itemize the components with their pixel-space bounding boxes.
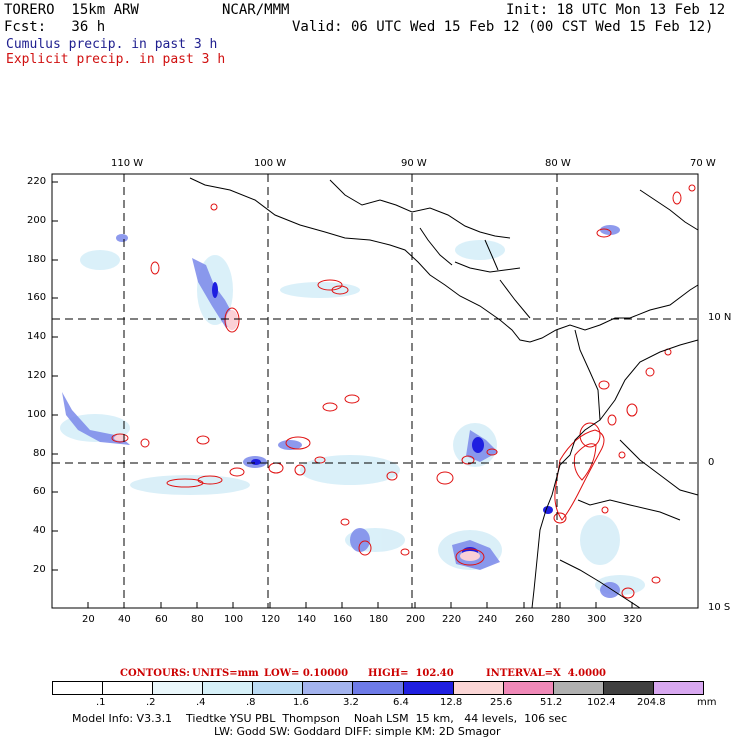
lat-label-0: 0 [708,457,715,468]
y-tick: 60 [33,486,46,497]
cumulus-precip-medium [62,225,620,598]
y-tick: 20 [33,564,46,575]
x-tick: 220 [442,614,462,625]
coastlines [189,177,699,609]
lon-label-110w: 110 W [111,158,144,169]
y-tick: 40 [33,525,46,536]
lat-label-10s: 10 S [708,602,731,613]
x-tick: 120 [261,614,281,625]
colorbar-tick-label: 204.8 [637,697,666,708]
init-time: Init: 18 UTC Mon 13 Feb 12 [506,2,726,18]
y-tick: 160 [27,292,47,303]
x-tick: 260 [515,614,535,625]
lat-label-10n: 10 N [708,312,732,323]
x-tick: 180 [369,614,389,625]
valid-time: Valid: 06 UTC Wed 15 Feb 12 (00 CST Wed … [292,19,714,35]
contours-low: LOW= 0.10000 [264,668,349,679]
y-tick: 100 [27,409,47,420]
colorbar-tick-label: 25.6 [490,697,513,708]
colorbar-swatch [203,682,254,694]
lon-label-90w: 90 W [401,158,427,169]
colorbar-tick-label: .4 [196,697,206,708]
legend-cumulus: Cumulus precip. in past 3 h [6,37,218,52]
x-tick: 140 [297,614,317,625]
x-tick: 20 [82,614,95,625]
y-tick-marks [52,181,58,571]
colorbar-swatch [553,682,604,694]
org-label: NCAR/MMM [222,2,290,18]
legend-explicit: Explicit precip. in past 3 h [6,52,226,67]
colorbar-tick-label: 12.8 [440,697,463,708]
colorbar-tick-label: 3.2 [343,697,359,708]
y-tick: 220 [27,176,47,187]
y-tick: 200 [27,215,47,226]
colorbar-tick-label: .1 [96,697,106,708]
colorbar-swatch [353,682,404,694]
colorbar-tick-label: 51.2 [540,697,563,708]
precip-colorbar [52,681,704,695]
y-tick: 180 [27,254,47,265]
colorbar-tick-label: .2 [146,697,156,708]
contours-label: CONTOURS: [120,668,190,679]
colorbar-swatch [503,682,554,694]
x-tick: 160 [333,614,353,625]
colorbar-unit: mm [697,697,717,708]
colorbar-swatch [603,682,654,694]
model-title: TORERO 15km ARW [4,2,139,18]
x-tick: 300 [587,614,607,625]
explicit-precip-contours [111,184,696,599]
colorbar-tick-label: .8 [246,697,256,708]
colorbar-tick-label: 102.4 [587,697,616,708]
map-frame [51,173,699,609]
x-tick: 80 [191,614,204,625]
model-info-line1: Model Info: V3.3.1 Tiedtke YSU PBL Thomp… [72,712,568,725]
colorbar-swatch [453,682,504,694]
colorbar-tick-label: 6.4 [393,697,409,708]
lon-label-100w: 100 W [254,158,287,169]
colorbar-swatch [653,682,704,694]
colorbar-swatch [403,682,454,694]
lon-label-80w: 80 W [545,158,571,169]
y-tick: 80 [33,448,46,459]
y-tick: 140 [27,331,47,342]
x-tick: 40 [118,614,131,625]
x-tick: 200 [406,614,426,625]
explicit-precip-pink [114,310,480,561]
colorbar-swatch [53,682,104,694]
contours-interval: INTERVAL=X 4.0000 [486,668,606,679]
colorbar-swatch [303,682,354,694]
contours-high: HIGH= 102.40 [368,668,454,679]
colorbar-swatch [253,682,304,694]
graticule [52,174,698,608]
x-tick: 60 [155,614,168,625]
cumulus-precip-heavy [212,282,553,557]
colorbar-tick-label: 1.6 [293,697,309,708]
forecast-hour: Fcst: 36 h [4,19,106,35]
colorbar-swatch [103,682,154,694]
contours-units: UNITS=mm [192,668,259,679]
model-info-line2: LW: Godd SW: Goddard DIFF: simple KM: 2D… [214,725,501,738]
x-tick-marks [87,602,633,608]
x-tick: 320 [623,614,643,625]
colorbar-swatch [153,682,204,694]
y-tick: 120 [27,370,47,381]
x-tick: 240 [478,614,498,625]
x-tick: 100 [224,614,244,625]
lon-label-70w: 70 W [690,158,716,169]
x-tick: 280 [551,614,571,625]
